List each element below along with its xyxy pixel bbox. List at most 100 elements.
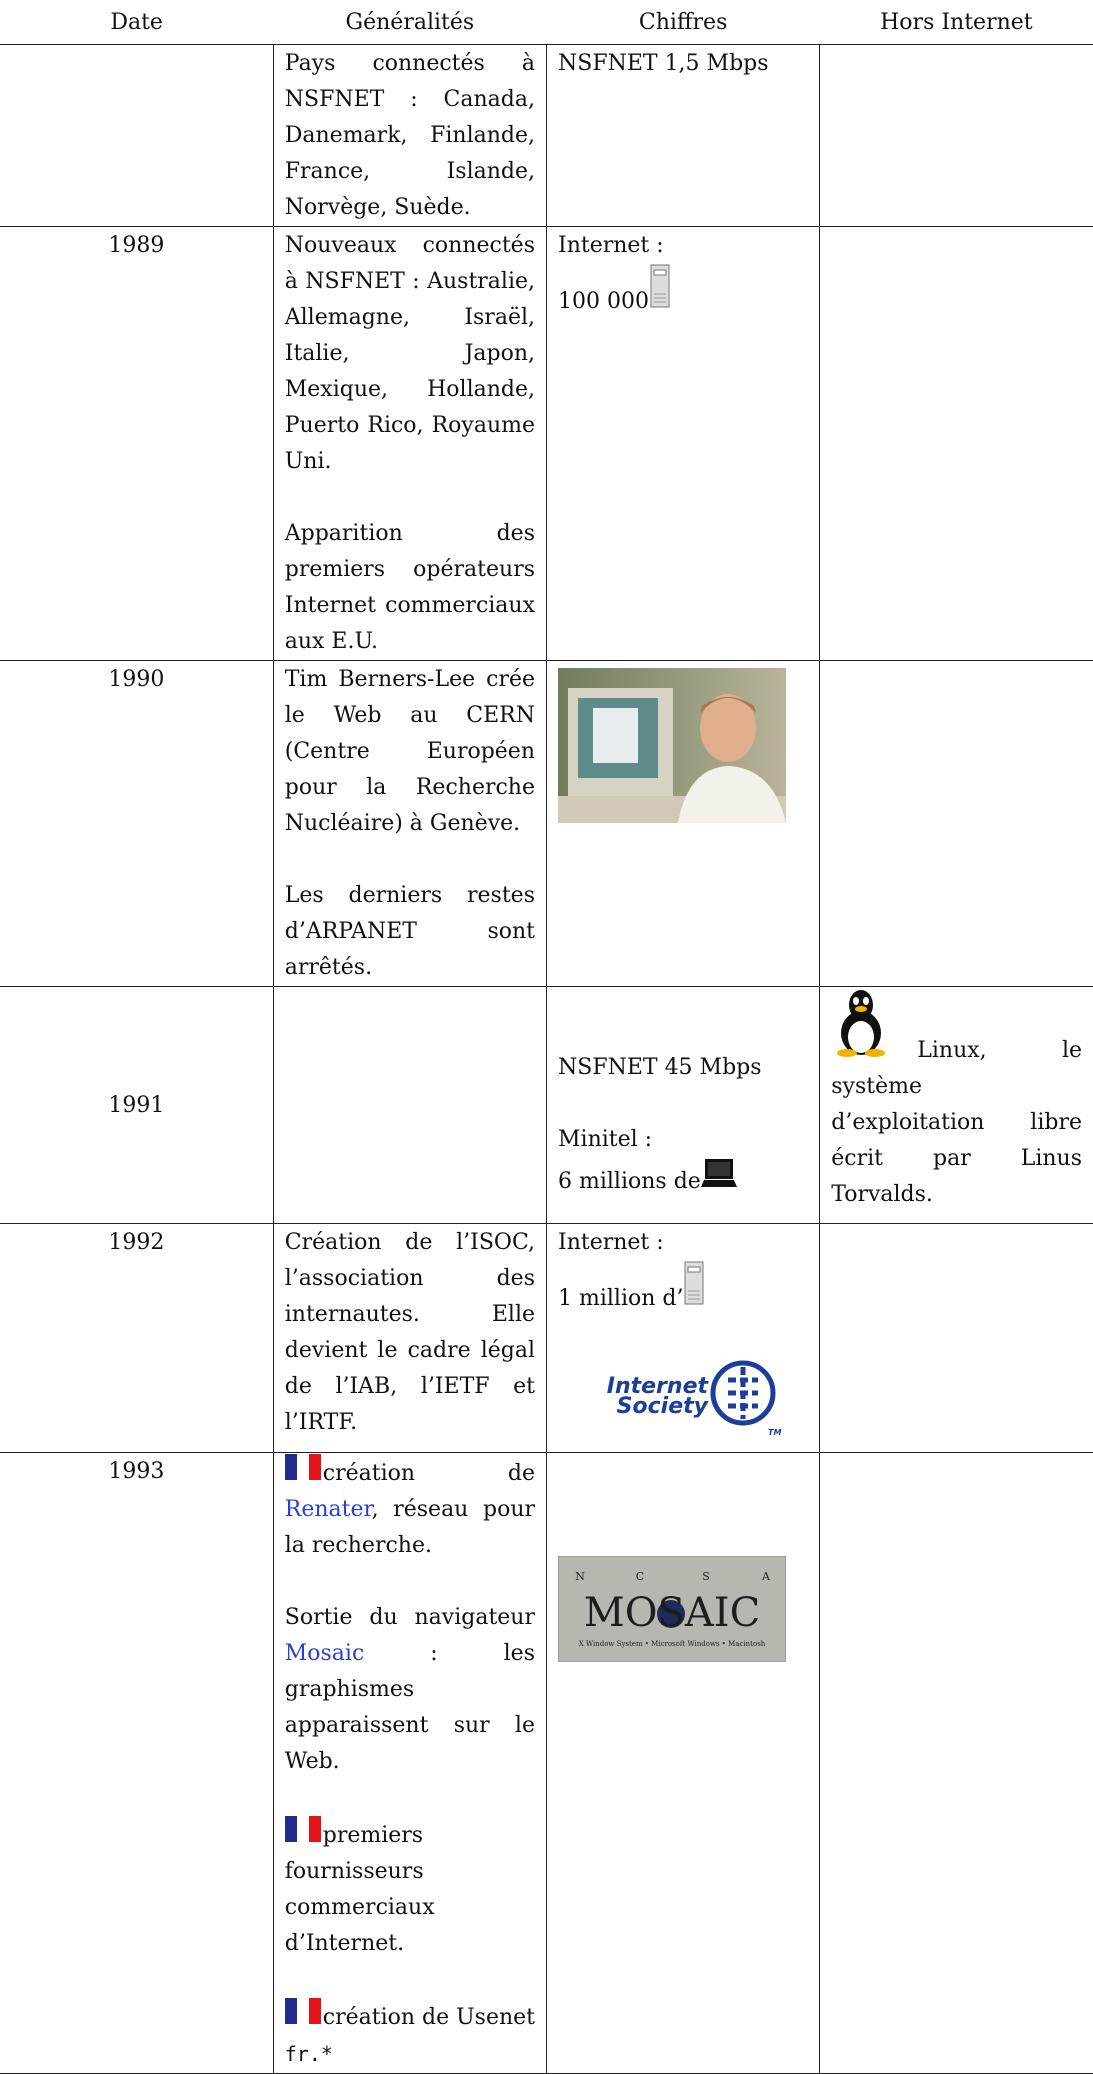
text-line: 6 millions de xyxy=(558,1158,808,1200)
minitel-icon xyxy=(700,1159,737,1187)
logo-text: N xyxy=(575,1570,585,1583)
paragraph: Tim Berners-Lee crée le Web au CERN (Cen… xyxy=(285,662,535,842)
flag-fr-icon xyxy=(284,1998,321,2024)
table-row: 1992 Création de l’ISOC, l’association de… xyxy=(0,1223,1093,1453)
paragraph: Minitel : 6 millions de xyxy=(558,1122,808,1200)
text: Linux, le système d’exploitation libre é… xyxy=(831,1038,1082,1207)
text: NSFNET 45 Mbps xyxy=(558,1055,762,1080)
table-cell: 1992 xyxy=(0,1223,274,1453)
paragraph: création de Renater, réseau pour la rech… xyxy=(284,1454,535,1564)
column-header: Chiffres xyxy=(546,0,820,45)
text-line: Les derniers restes d’ARPANET sont arrêt… xyxy=(285,878,535,986)
table-cell: Création de l’ISOC, l’association des in… xyxy=(272,1223,547,1453)
paragraph: Pays connectés à NSFNET : Canada, Danema… xyxy=(285,46,535,226)
table-cell xyxy=(272,986,547,1224)
paragraph: Création de l’ISOC, l’association des in… xyxy=(285,1225,535,1441)
table-cell: NSFNET 1,5 Mbps xyxy=(545,44,820,227)
code: fr.* xyxy=(284,2042,333,2066)
table-cell: Internet : 100 000 xyxy=(545,226,820,661)
table-cell: 1993 xyxy=(0,1452,274,2074)
paragraph: NSFNET 45 Mbps xyxy=(558,1050,808,1086)
table-cell xyxy=(0,44,274,227)
link[interactable]: Renater xyxy=(284,1497,372,1522)
text: Création de l’ISOC, l’association des in… xyxy=(284,1230,535,1435)
logo-text: S xyxy=(702,1570,710,1583)
logo-text: MOSAIC xyxy=(584,1590,760,1636)
logo-text: TM xyxy=(768,1428,781,1437)
column-header: Hors Internet xyxy=(819,0,1093,45)
text-line: NSFNET 45 Mbps xyxy=(558,1050,808,1086)
table-cell xyxy=(819,660,1093,987)
table-cell xyxy=(819,44,1093,227)
paragraph: premiers fournisseurs commerciaux d’Inte… xyxy=(284,1816,535,1962)
table-cell xyxy=(819,1223,1093,1453)
paragraph: Internet : 1 million d’ xyxy=(558,1225,808,1317)
table-cell: N C S A MOSAIC X Window System • Microsoft Wi… xyxy=(545,1452,820,2074)
text: 100 000 xyxy=(558,289,649,314)
text-line: NSFNET 1,5 Mbps xyxy=(558,46,808,82)
logo-text: X Window System • Microsoft Windows • Ma… xyxy=(579,1640,766,1648)
table-row: 1989 Nouveaux connectés à NSFNET : Austra… xyxy=(0,226,1093,661)
text: création de xyxy=(322,1461,535,1486)
text: Apparition des premiers opérateurs Inter… xyxy=(284,521,535,654)
paragraph: Internet : 100 000 xyxy=(558,228,808,320)
table-cell: Internet : 1 million d’ Internet Society TM xyxy=(545,1223,820,1453)
flag-fr-icon xyxy=(284,1816,321,1842)
table-cell xyxy=(545,660,820,987)
text-line: Internet : xyxy=(558,1225,808,1261)
header-row: Date Généralités Chiffres Hors Internet xyxy=(0,0,1093,45)
paragraph: Sortie du navigateur Mosaic : les graphi… xyxy=(285,1600,535,1780)
text-line: Internet : xyxy=(558,228,808,264)
link[interactable]: Mosaic xyxy=(284,1641,365,1666)
text-line: Nouveaux connectés à NSFNET : Australie,… xyxy=(285,228,535,480)
table-cell xyxy=(819,226,1093,661)
text-line: Internet Society TM xyxy=(558,1355,808,1452)
table-row: Pays connectés à NSFNET : Canada, Danema… xyxy=(0,44,1093,227)
text-line: Tim Berners-Lee crée le Web au CERN (Cen… xyxy=(285,662,535,842)
logo-text: C xyxy=(636,1570,644,1583)
photo-image xyxy=(558,668,786,823)
text-line: premiers fournisseurs commerciaux d’Inte… xyxy=(284,1816,535,1962)
logo-text: A xyxy=(761,1570,771,1583)
table-cell: Tim Berners-Lee crée le Web au CERN (Cen… xyxy=(272,660,547,987)
text-line: Sortie du navigateur Mosaic : les graphi… xyxy=(285,1600,535,1780)
paragraph: Internet Society TM xyxy=(558,1355,808,1452)
text: Internet : xyxy=(558,1230,664,1255)
paragraph: Apparition des premiers opérateurs Inter… xyxy=(285,516,535,660)
logo-text: Society xyxy=(617,1394,710,1419)
text: Tim Berners-Lee crée le Web au CERN (Cen… xyxy=(284,667,535,836)
text: Internet : xyxy=(558,233,664,258)
table-cell: Nouveaux connectés à NSFNET : Australie,… xyxy=(272,226,547,661)
paragraph: Nouveaux connectés à NSFNET : Australie,… xyxy=(285,228,535,480)
text-line xyxy=(558,668,808,835)
text: Pays connectés à NSFNET : Canada, Danema… xyxy=(284,51,535,220)
logo-text: Internet xyxy=(607,1374,710,1399)
paragraph: création de Usenet fr.* xyxy=(284,1998,535,2073)
server-icon xyxy=(684,1261,704,1305)
column-header: Généralités xyxy=(273,0,547,45)
text-line: Création de l’ISOC, l’association des in… xyxy=(285,1225,535,1441)
table-row: 1990 Tim Berners-Lee crée le Web au CERN … xyxy=(0,660,1093,987)
paragraph: NSFNET 1,5 Mbps xyxy=(558,46,808,82)
text: premiers fournisseurs commerciaux d’Inte… xyxy=(284,1823,435,1956)
table-cell: création de Renater, réseau pour la rech… xyxy=(272,1452,547,2074)
table-row: 1991 NSFNET 45 Mbps Minitel : 6 millions de… xyxy=(0,986,1093,1224)
paragraph: Les derniers restes d’ARPANET sont arrêt… xyxy=(285,878,535,986)
text-line: création de Renater, réseau pour la rech… xyxy=(284,1454,535,1564)
text-line: 100 000 xyxy=(558,264,808,320)
flag-fr-icon xyxy=(284,1454,321,1480)
text-line: Linux, le système d’exploitation libre é… xyxy=(831,987,1082,1213)
table-cell: 1989 xyxy=(0,226,274,661)
server-icon xyxy=(650,264,670,308)
paragraph: Linux, le système d’exploitation libre é… xyxy=(831,987,1082,1213)
table-cell: NSFNET 45 Mbps Minitel : 6 millions de xyxy=(545,986,820,1224)
text: Nouveaux connectés à NSFNET : Australie,… xyxy=(284,233,535,474)
paragraph: N C S A MOSAIC X Window System • Microsoft Wi… xyxy=(557,1555,808,1674)
text: création de Usenet xyxy=(322,2005,535,2030)
table-cell: Linux, le système d’exploitation libre é… xyxy=(819,986,1093,1224)
table-cell xyxy=(819,1452,1093,2074)
table-row: 1993 création de Renater, réseau pour la … xyxy=(0,1452,1093,2074)
